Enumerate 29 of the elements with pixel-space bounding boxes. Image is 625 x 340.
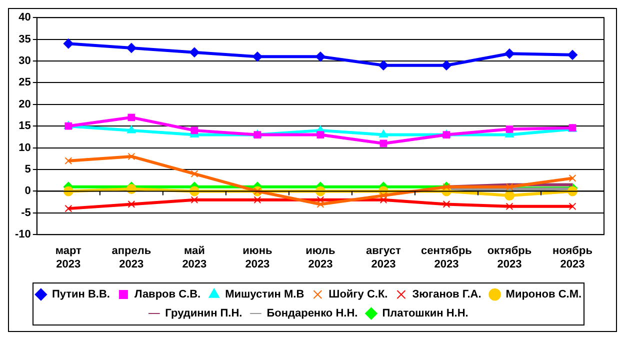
x-tick-label: июль 2023: [306, 245, 336, 270]
x-tick-label: март 2023: [55, 245, 82, 270]
x-tick-label: июнь 2023: [242, 245, 272, 270]
y-tick-label: 30: [18, 55, 31, 68]
y-tick-label: 10: [18, 142, 31, 154]
y-tick-label: 15: [18, 120, 31, 132]
legend-label: Грудинин П.Н.: [165, 308, 242, 320]
x-tick-label: сентябрь 2023: [420, 245, 472, 270]
y-tick-label: -5: [21, 206, 31, 219]
legend-label: Миронов С.М.: [506, 288, 582, 301]
legend-label: Шойгу С.К.: [328, 288, 388, 301]
legend-label: Лавров С.В.: [134, 288, 201, 301]
x-tick-label: май 2023: [182, 245, 207, 270]
y-tick-label: 0: [24, 185, 31, 198]
x-tick-label: октябрь 2023: [487, 245, 532, 270]
legend-label: Платошкин Н.Н.: [382, 308, 468, 320]
y-tick-label: 25: [18, 76, 31, 89]
y-tick-label: 40: [18, 12, 31, 24]
x-tick-label: август 2023: [366, 245, 402, 270]
y-tick-label: -10: [14, 228, 31, 241]
x-tick-label: апрель 2023: [112, 245, 152, 270]
y-tick-label: 35: [18, 33, 31, 46]
legend-label: Мишустин М.В: [225, 288, 304, 301]
y-tick-label: 20: [18, 98, 31, 110]
y-tick-label: 5: [24, 164, 31, 176]
x-tick-label: ноябрь 2023: [552, 245, 593, 270]
legend-label: Зюганов Г.А.: [412, 288, 482, 301]
legend-label: Путин В.В.: [52, 288, 110, 301]
legend-label: Бондаренко Н.Н.: [266, 308, 358, 320]
